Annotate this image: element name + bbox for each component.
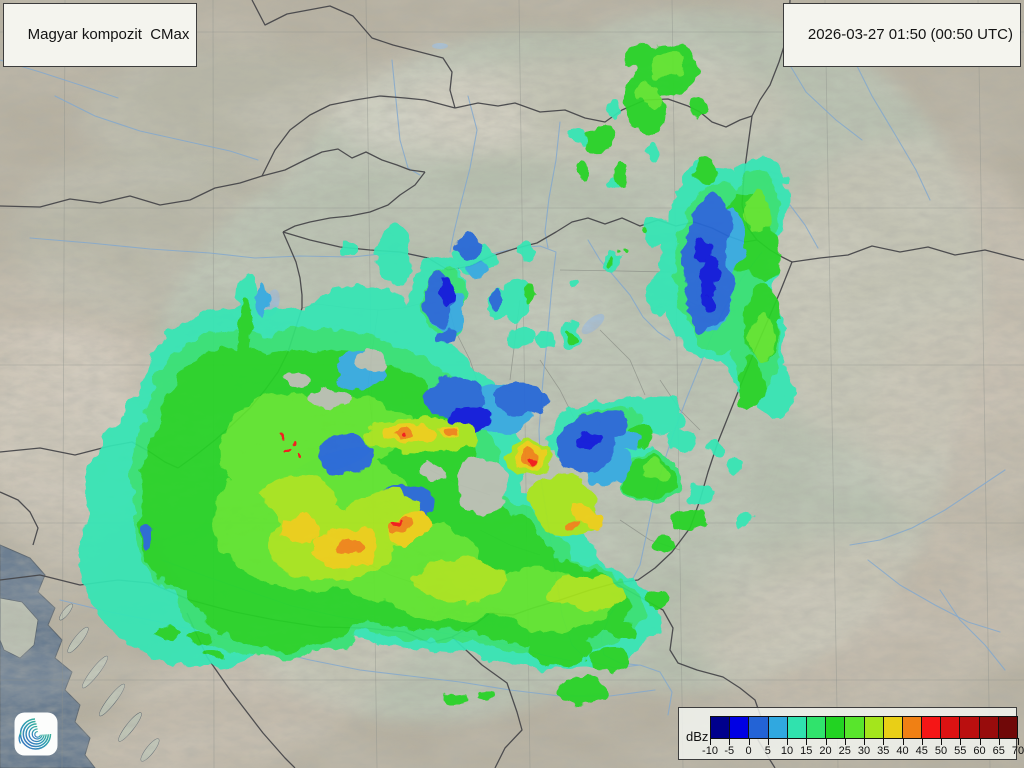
legend-tick-label: 65: [992, 745, 1005, 757]
legend-tick: [941, 738, 942, 745]
legend-cell: [998, 717, 1017, 738]
product-title: Magyar kompozit CMax: [27, 26, 190, 43]
legend-tick: [748, 738, 750, 745]
legend-cell: [749, 717, 769, 738]
legend-tick-label: 10: [780, 745, 794, 757]
legend-tick: [806, 738, 808, 745]
legend-tick-label: -5: [724, 745, 735, 757]
legend-cell: [960, 717, 980, 738]
legend-tick: [787, 738, 788, 745]
legend-tick: [960, 738, 962, 745]
legend-tick: [825, 738, 827, 745]
legend-tick-label: 25: [838, 745, 851, 757]
legend-cell: [826, 717, 846, 738]
legend-tick: [883, 738, 885, 745]
dbz-legend: dBz -10 -5 0 5 10 15 20 25 30 35 40 45 50 55 60 65 70: [678, 707, 1024, 760]
legend-unit: dBz: [686, 729, 709, 744]
legend-tick-label: 35: [877, 745, 890, 757]
legend-tick: [998, 738, 1000, 745]
legend-tick: [921, 738, 923, 745]
legend-tick-label: 0: [745, 745, 752, 757]
legend-tick-label: 40: [896, 745, 909, 757]
legend-cell: [768, 717, 788, 738]
legend-cell: [902, 717, 923, 738]
legend-tick-label: 15: [800, 745, 813, 757]
legend-tick: [729, 738, 731, 745]
legend-cell: [787, 717, 807, 738]
legend-cell: [922, 717, 942, 738]
layer-radar-echoes: [80, 42, 794, 706]
legend-cell: [806, 717, 827, 738]
legend-tick: [767, 738, 769, 745]
logo-spiral-icon: [14, 712, 58, 756]
legend-tick-label: 30: [857, 745, 871, 757]
legend-cell: [941, 717, 961, 738]
legend-tick-label: 55: [954, 745, 967, 757]
legend-tick: [864, 738, 865, 745]
legend-tick: [710, 738, 711, 745]
legend-tick: [902, 738, 904, 745]
legend-cell: [711, 717, 731, 738]
legend-tick-label: 5: [764, 745, 771, 757]
legend-tick-label: 60: [973, 745, 986, 757]
timestamp: 2026-03-27 01:50 (00:50 UTC): [807, 26, 1013, 43]
legend-tick: [1018, 738, 1019, 745]
legend-cell: [864, 717, 884, 738]
legend-tick: [844, 738, 846, 745]
product-title-box: Magyar kompozit CMax: [3, 3, 198, 67]
legend-tick-label: -10: [702, 745, 718, 757]
legend-tick-label: 50: [934, 745, 948, 757]
legend-tick: [979, 738, 981, 745]
legend-cell: [730, 717, 750, 738]
hungaromet-logo: [14, 712, 58, 756]
legend-colorbar: [710, 716, 1018, 739]
legend-cell: [845, 717, 865, 738]
legend-cell: [883, 717, 903, 738]
legend-tick-label: 70: [1011, 745, 1024, 757]
legend-tick-label: 45: [915, 745, 928, 757]
timestamp-box: 2026-03-27 01:50 (00:50 UTC): [783, 3, 1021, 67]
legend-cell: [979, 717, 999, 738]
legend-tick-label: 20: [819, 745, 832, 757]
